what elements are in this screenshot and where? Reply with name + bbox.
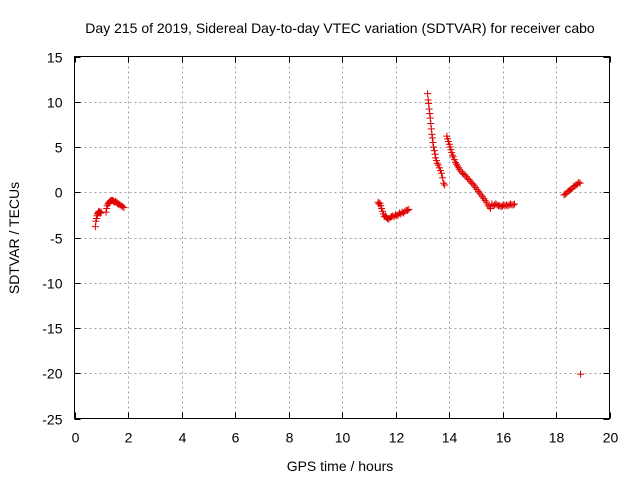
data-point [577, 370, 585, 378]
x-tick-label: 20 [603, 430, 619, 446]
data-point [425, 105, 433, 113]
data-point [424, 90, 432, 98]
data-point [439, 174, 447, 182]
data-point [102, 208, 110, 216]
data-point [427, 125, 435, 133]
data-point [470, 182, 478, 190]
data-point [426, 110, 434, 118]
x-tick-label: 18 [549, 430, 565, 446]
y-tick-label: 5 [55, 140, 63, 156]
data-point [484, 201, 492, 209]
y-tick-label: -5 [50, 231, 63, 247]
data-point [477, 191, 485, 199]
data-point [426, 114, 434, 122]
data-point [481, 196, 489, 204]
data-point [119, 203, 127, 211]
x-tick-label: 4 [179, 430, 187, 446]
data-point [511, 200, 519, 208]
data-point [441, 181, 449, 189]
data-point [465, 176, 473, 184]
data-point [424, 96, 432, 104]
data-point [476, 189, 484, 197]
x-axis-label: GPS time / hours [287, 458, 394, 474]
data-point [97, 209, 105, 217]
chart-title: Day 215 of 2019, Sidereal Day-to-day VTE… [85, 20, 595, 36]
data-point [427, 119, 435, 127]
data-point [469, 180, 477, 188]
data-point [91, 223, 99, 231]
x-tick-label: 16 [496, 430, 512, 446]
data-points [91, 90, 585, 378]
y-tick-label: -20 [42, 366, 62, 382]
data-point [451, 158, 459, 166]
y-tick-label: -15 [42, 321, 62, 337]
data-point [455, 164, 463, 172]
data-point [480, 195, 488, 203]
x-tick-label: 12 [389, 430, 405, 446]
data-point [404, 206, 412, 214]
data-point [429, 143, 437, 151]
x-tick-label: 6 [232, 430, 240, 446]
data-point [478, 193, 486, 201]
data-point [431, 150, 439, 158]
x-tick-labels: 0 2 4 6 8 10 12 14 16 18 20 [72, 430, 619, 446]
y-tick-label: 0 [55, 185, 63, 201]
data-point [405, 205, 413, 213]
y-tick-label: 15 [47, 50, 63, 66]
data-point [440, 179, 448, 187]
data-point [509, 201, 517, 209]
data-point [452, 160, 460, 168]
data-point [473, 186, 481, 194]
data-point [429, 138, 437, 146]
data-point [454, 162, 462, 170]
data-point [438, 169, 446, 177]
y-tick-label: 10 [47, 95, 63, 111]
axis-ticks [74, 56, 611, 420]
y-axis-label: SDTVAR / TECUs [6, 182, 22, 294]
x-tick-label: 2 [125, 430, 133, 446]
data-point [576, 179, 584, 187]
data-point [474, 187, 482, 195]
x-tick-label: 14 [442, 430, 458, 446]
data-point [433, 159, 441, 167]
data-point [428, 130, 436, 138]
y-tick-label: -10 [42, 276, 62, 292]
data-point [575, 178, 583, 186]
y-tick-labels: -25 -20 -15 -10 -5 0 5 10 15 [42, 50, 62, 428]
data-point [456, 166, 464, 174]
data-point [472, 184, 480, 192]
data-point [120, 204, 128, 212]
x-tick-label: 0 [72, 430, 80, 446]
data-point [425, 100, 433, 108]
data-point [428, 134, 436, 142]
y-tick-label: -25 [42, 412, 62, 428]
data-point [461, 171, 469, 179]
grid [74, 56, 610, 419]
data-point [430, 147, 438, 155]
x-tick-label: 10 [335, 430, 351, 446]
data-point [448, 151, 456, 159]
x-tick-label: 8 [286, 430, 294, 446]
